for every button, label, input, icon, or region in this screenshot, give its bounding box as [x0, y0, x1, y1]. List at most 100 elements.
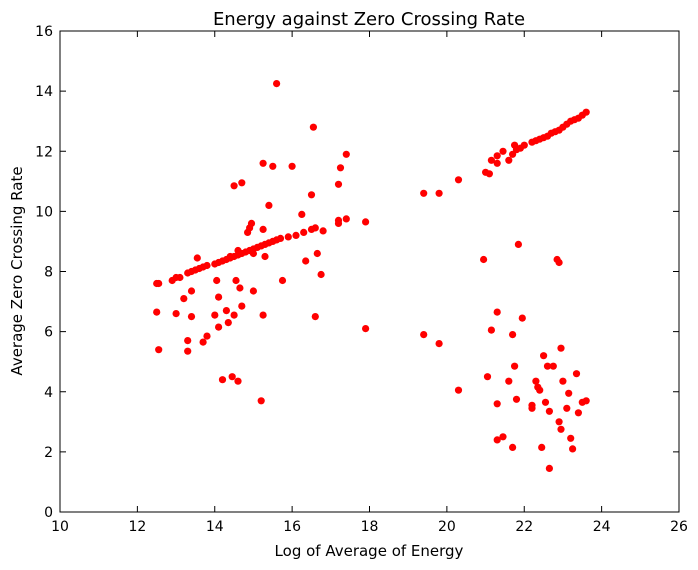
data-point	[302, 257, 310, 265]
data-point	[574, 409, 583, 417]
data-point	[319, 227, 327, 235]
data-point	[298, 210, 306, 218]
data-point	[499, 147, 507, 155]
data-point	[269, 162, 277, 170]
data-points	[153, 80, 590, 472]
data-point	[336, 164, 345, 172]
x-tick-label: 20	[438, 519, 456, 535]
data-point	[557, 425, 565, 433]
data-point	[261, 252, 269, 261]
x-tick-label: 14	[206, 519, 224, 535]
data-point	[236, 284, 244, 292]
data-point	[565, 389, 573, 397]
y-tick-label: 10	[35, 204, 53, 220]
data-point	[180, 295, 188, 303]
data-point	[582, 397, 590, 405]
data-point	[247, 219, 256, 227]
data-point	[249, 249, 257, 258]
data-point	[545, 407, 554, 415]
data-point	[278, 276, 287, 285]
data-point	[563, 404, 571, 412]
data-point	[257, 397, 265, 405]
y-tick-label: 16	[35, 24, 53, 40]
data-point	[224, 319, 232, 327]
data-point	[309, 123, 317, 131]
x-axis-label: Log of Average of Energy	[275, 542, 464, 560]
data-point	[435, 340, 443, 348]
x-tick-label: 18	[361, 519, 379, 535]
x-tick-label: 24	[593, 519, 611, 535]
data-point	[510, 362, 519, 370]
data-point	[153, 308, 161, 316]
data-point	[435, 189, 443, 197]
data-point	[505, 156, 513, 164]
data-point	[555, 258, 563, 267]
data-point	[273, 80, 281, 88]
x-tick-label: 10	[51, 519, 69, 535]
y-tick-label: 2	[44, 445, 53, 461]
data-point	[184, 337, 192, 345]
data-point	[569, 445, 577, 453]
data-point	[520, 141, 528, 149]
data-point	[528, 404, 536, 412]
chart-title: Energy against Zero Crossing Rate	[213, 9, 525, 30]
data-point	[334, 180, 343, 188]
data-point	[485, 170, 493, 178]
data-point	[265, 201, 273, 209]
x-tick-label: 16	[283, 519, 301, 535]
data-point	[508, 331, 517, 339]
data-point	[493, 400, 501, 408]
data-point	[541, 398, 550, 406]
data-point	[557, 344, 565, 352]
data-point	[313, 249, 321, 258]
data-point	[215, 293, 223, 301]
data-point	[259, 159, 267, 167]
data-point	[362, 218, 370, 226]
data-point	[276, 234, 285, 242]
data-point	[342, 150, 350, 158]
data-point	[155, 346, 163, 354]
data-point	[508, 443, 517, 451]
data-point	[505, 377, 513, 385]
data-point	[284, 233, 292, 241]
data-point	[249, 287, 257, 295]
data-point	[420, 331, 428, 339]
data-point	[567, 434, 575, 442]
data-point	[184, 347, 192, 355]
data-point	[487, 156, 495, 164]
data-point	[288, 162, 296, 170]
data-point	[493, 308, 501, 316]
data-point	[514, 240, 523, 248]
data-point	[218, 376, 227, 384]
data-point	[215, 323, 223, 331]
data-point	[222, 307, 230, 315]
data-point	[176, 273, 184, 282]
data-point	[203, 261, 211, 270]
data-point	[155, 279, 163, 288]
data-point	[420, 189, 428, 197]
data-point	[536, 386, 544, 394]
data-point	[193, 254, 201, 262]
data-point	[543, 362, 552, 370]
data-point	[538, 443, 546, 451]
data-point	[342, 215, 350, 223]
data-point	[572, 370, 581, 378]
data-point	[334, 216, 343, 224]
data-point	[480, 255, 488, 264]
x-tick-label: 12	[128, 519, 146, 535]
data-point	[292, 231, 300, 239]
data-point	[512, 395, 521, 403]
data-point	[483, 373, 492, 381]
plot-frame	[59, 30, 680, 513]
data-point	[259, 225, 267, 233]
data-point	[549, 362, 557, 370]
y-tick-label: 6	[44, 325, 53, 341]
data-point	[228, 373, 236, 381]
data-point	[234, 246, 242, 255]
data-point	[499, 433, 507, 441]
data-point	[311, 224, 319, 232]
data-point	[493, 159, 501, 167]
data-point	[300, 228, 308, 236]
data-point	[232, 276, 240, 285]
data-point	[226, 252, 234, 261]
